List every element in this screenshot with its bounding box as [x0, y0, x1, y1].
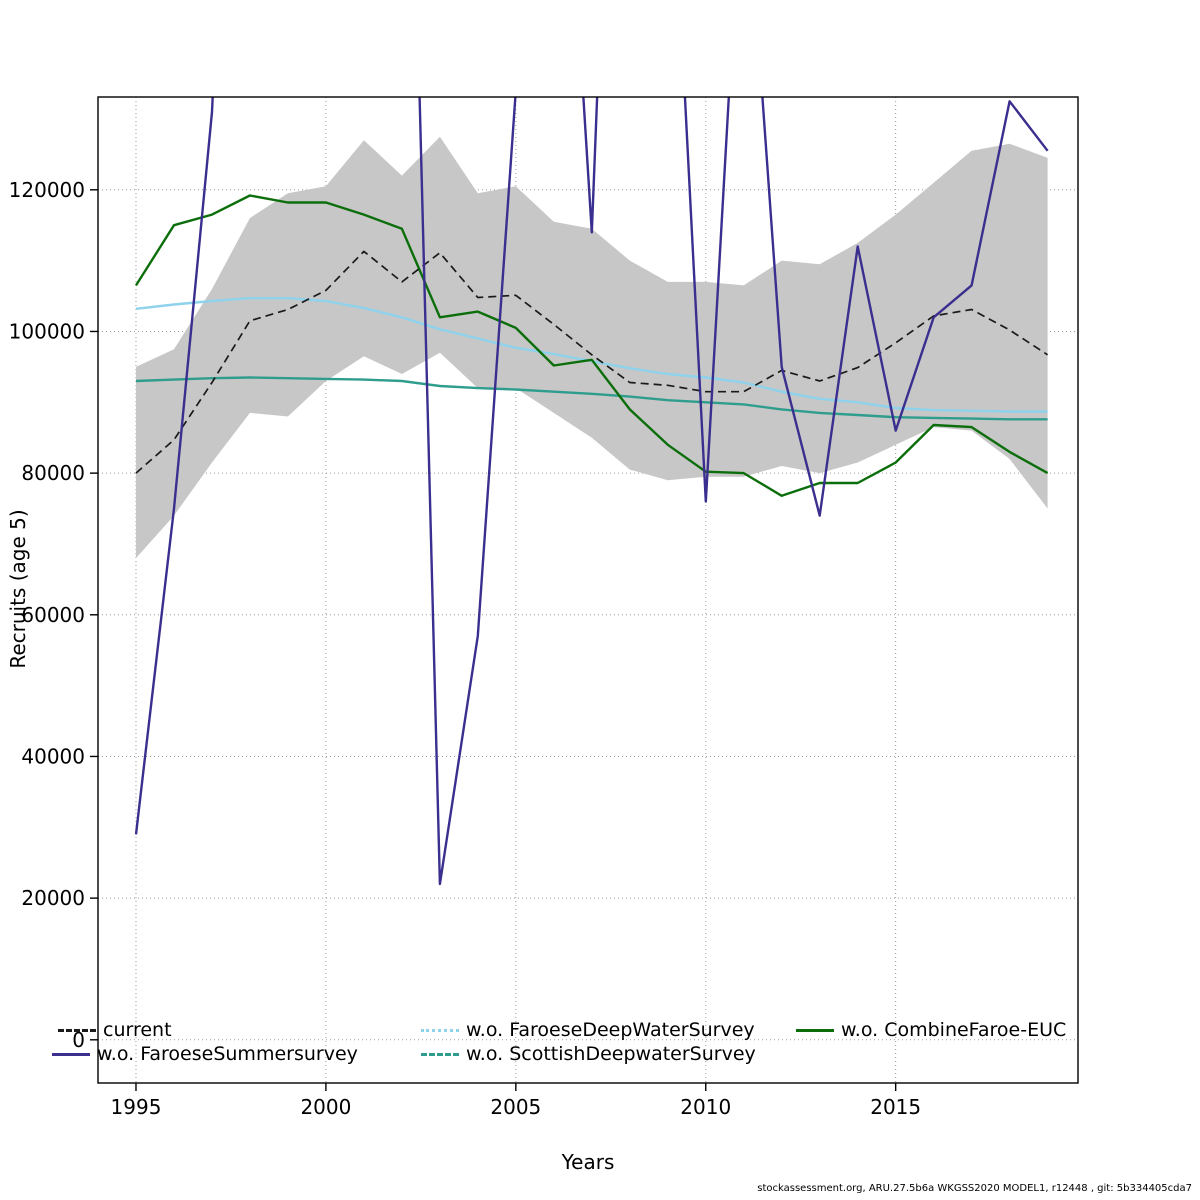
legend-label-faroese-summer: w.o. FaroeseSummersurvey: [97, 1043, 358, 1065]
legend-item-faroese-deepwater-survey: w.o. FaroeseDeepWaterSurvey: [421, 1019, 755, 1041]
svg-text:2010: 2010: [680, 1095, 731, 1119]
legend-line-faroese-summer-icon: [52, 1052, 90, 1056]
legend-item-combinefaroe-euc: w.o. CombineFaroe-EUC: [796, 1019, 1066, 1041]
legend-item-faroese-summersurvey: w.o. FaroeseSummersurvey: [52, 1043, 358, 1065]
x-axis-title: Years: [561, 1150, 615, 1174]
legend-item-scottish-deepwater-survey: w.o. ScottishDeepwaterSurvey: [421, 1043, 756, 1065]
svg-text:2000: 2000: [300, 1095, 351, 1119]
legend-label-combinefaroe: w.o. CombineFaroe-EUC: [841, 1019, 1067, 1041]
svg-text:20000: 20000: [21, 886, 85, 910]
legend-line-current-icon: [58, 1028, 96, 1032]
svg-text:60000: 60000: [21, 603, 85, 627]
y-axis-title: Recruits (age 5): [6, 509, 30, 669]
legend-line-combinefaroe-icon: [796, 1028, 834, 1032]
svg-text:1995: 1995: [111, 1095, 162, 1119]
legend-item-current: current: [58, 1019, 172, 1041]
svg-text:0: 0: [72, 1028, 85, 1052]
legend-label-faroese-deepwater: w.o. FaroeseDeepWaterSurvey: [466, 1019, 755, 1041]
legend-label-scottish-deepwater: w.o. ScottishDeepwaterSurvey: [466, 1043, 756, 1065]
legend-line-scottish-deepwater-icon: [421, 1052, 459, 1056]
svg-text:100000: 100000: [9, 319, 85, 343]
svg-text:120000: 120000: [9, 178, 85, 202]
svg-text:2015: 2015: [870, 1095, 921, 1119]
svg-text:80000: 80000: [21, 461, 85, 485]
legend-label-current: current: [103, 1019, 172, 1041]
legend-line-faroese-deepwater-icon: [421, 1028, 459, 1032]
footer-credit: stockassessment.org, ARU.27.5b6a WKGSS20…: [757, 1183, 1192, 1194]
svg-text:2005: 2005: [490, 1095, 541, 1119]
svg-text:40000: 40000: [21, 744, 85, 768]
